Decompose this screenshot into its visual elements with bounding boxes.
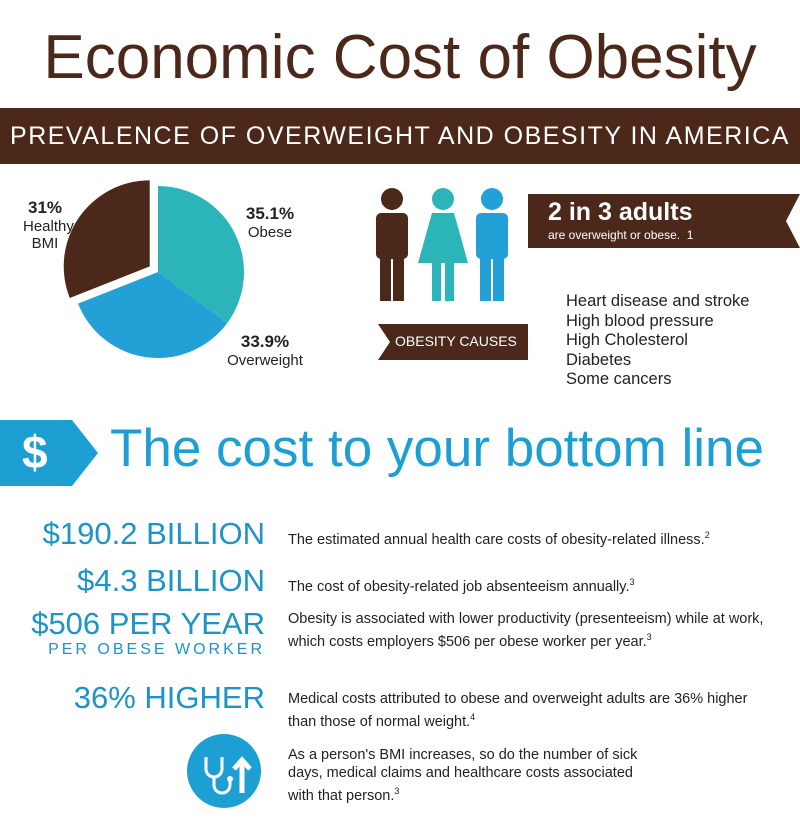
people-icons [376, 188, 508, 301]
cause-item: High Cholesterol [566, 331, 688, 349]
dollar-tag [0, 420, 98, 486]
category-label: Obese [247, 224, 293, 241]
adults-headline: 2 in 3 adults [548, 198, 693, 226]
description-text: The estimated annual health care costs o… [288, 531, 705, 548]
cost-heading: The cost to your bottom line [110, 419, 764, 478]
category-label: Healthy BMI [23, 218, 74, 252]
pie-slice [63, 180, 150, 299]
pie-label: 33.9% Overweight [222, 332, 308, 369]
dollar-icon: $ [22, 426, 48, 478]
pie-slice [158, 186, 245, 323]
footnote: 3 [646, 632, 652, 642]
cause-item: Some cancers [566, 370, 672, 388]
causes-label: OBESITY CAUSES [395, 333, 517, 349]
value-label: 33.9% [240, 332, 290, 351]
category-label: Overweight [227, 352, 303, 369]
cost-description: Medical costs attributed to obese and ov… [288, 690, 768, 731]
value-label: 31% [27, 198, 63, 217]
pie-slice [78, 272, 228, 358]
title: Economic Cost of Obesity [43, 23, 757, 92]
health-icon [187, 734, 261, 808]
pie-label: 35.1% Obese [238, 204, 302, 241]
footnote: 3 [629, 577, 635, 587]
cost-subfigure: PER OBESE WORKER [48, 641, 265, 658]
cost-description: As a person's BMI increases, so do the n… [288, 746, 638, 805]
ribbon-shape [528, 194, 800, 248]
pie-label: 31% Healthy BMI [15, 198, 75, 252]
cost-description: Obesity is associated with lower product… [288, 610, 768, 651]
cost-description: The cost of obesity-related job absentee… [288, 573, 768, 596]
description-text: Medical costs attributed to obese and ov… [288, 691, 748, 730]
cause-item: Diabetes [566, 350, 632, 369]
cost-figure: $190.2 BILLION [42, 516, 265, 551]
description-text: As a person's BMI increases, so do the n… [288, 747, 638, 804]
footnote: 3 [394, 786, 400, 796]
footnote: 2 [704, 530, 710, 540]
cost-figure: $4.3 BILLION [77, 563, 265, 598]
ribbon-shape [378, 324, 528, 360]
subline: are overweight or obese. [548, 228, 681, 242]
description-text: The cost of obesity-related job absentee… [288, 578, 630, 595]
cost-description: The estimated annual health care costs o… [288, 526, 768, 549]
pie-chart [63, 180, 245, 358]
cost-figure: 36% HIGHER [73, 680, 265, 715]
value-label: 35.1% [245, 204, 295, 223]
adults-subline: are overweight or obese. 1 [548, 228, 693, 242]
cause-item: Heart disease and stroke [566, 292, 750, 310]
causes-list: Heart disease and stroke High blood press… [566, 292, 749, 390]
cost-figure: $506 PER YEAR [31, 606, 265, 641]
cause-item: High blood pressure [566, 311, 714, 330]
banner: PREVALENCE OF OVERWEIGHT AND OBESITY IN … [0, 108, 800, 164]
description-text: Obesity is associated with lower product… [288, 611, 764, 650]
footnote: 4 [470, 712, 476, 722]
note: 1 [686, 228, 694, 242]
